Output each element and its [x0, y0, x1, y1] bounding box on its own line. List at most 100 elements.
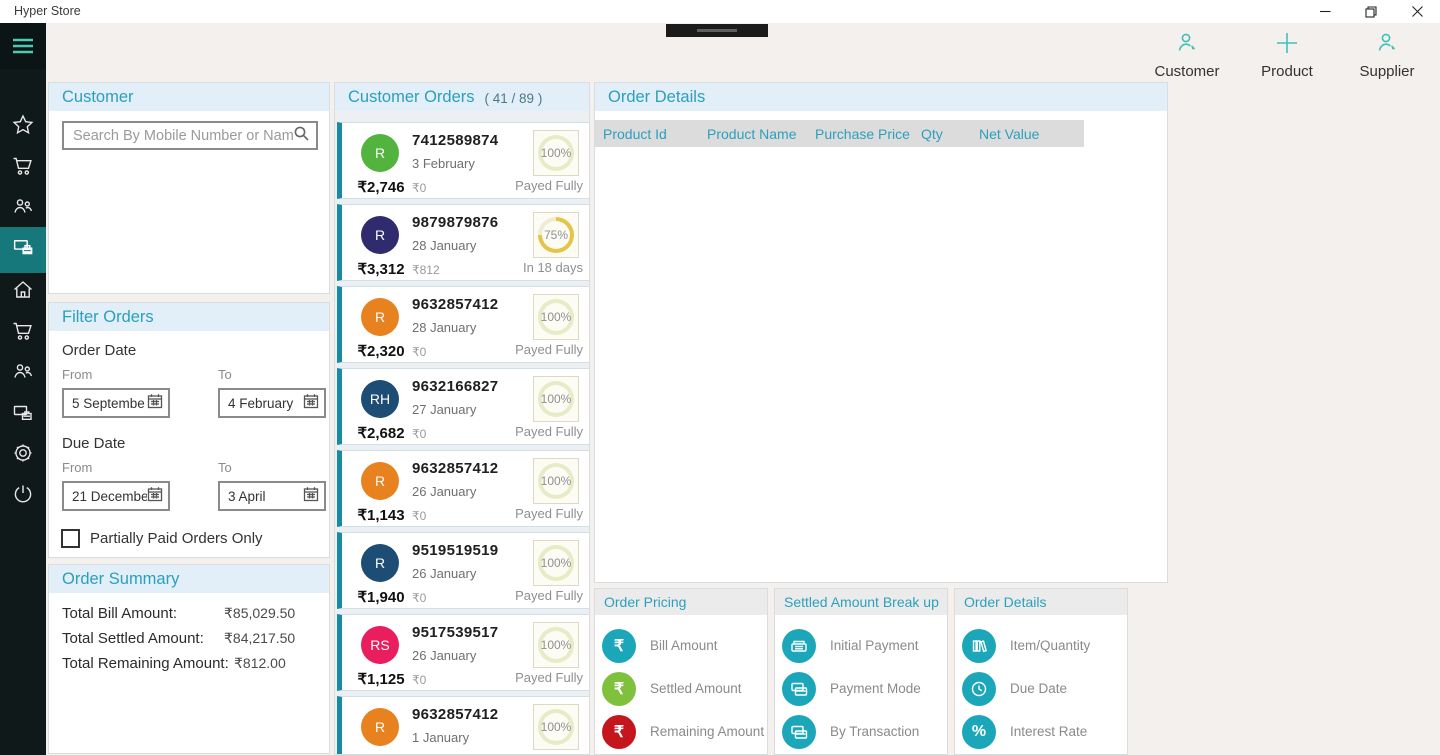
remaining-amount-label: Remaining Amount [650, 724, 765, 739]
add-supplier-button[interactable]: Supplier [1350, 23, 1424, 82]
legend-item-payment-mode: Payment Mode [782, 667, 947, 710]
sidebar-item-orders-selected[interactable] [0, 227, 46, 273]
col-net-value: Net Value [979, 125, 1040, 142]
due-date-to-picker[interactable]: 3 April [218, 481, 326, 511]
col-product-name: Product Name [707, 125, 797, 142]
top-toolbar: Customer Product Supplier [1150, 23, 1440, 82]
calendar-icon [303, 393, 319, 414]
avatar: R [361, 708, 399, 746]
payment-cards-icon [782, 671, 816, 706]
order-remaining: ₹812 [412, 263, 440, 277]
due-date-from-picker[interactable]: 21 Decembe [62, 481, 170, 511]
summary-panel-header: Order Summary [49, 565, 329, 593]
legend-item-remaining-amount: ₹ Remaining Amount [602, 710, 767, 753]
order-card[interactable]: R 9632857412 28 January ₹2,320 ₹0 100% P… [337, 286, 589, 363]
col-qty: Qty [921, 125, 943, 142]
progress-percent: 100% [540, 638, 572, 652]
avatar: RH [361, 380, 399, 418]
customer-panel: Customer Search By Mobile Number or Name [48, 82, 330, 294]
progress-ring [538, 381, 574, 417]
details-panel-header: Order Details [595, 83, 1167, 111]
add-customer-button[interactable]: Customer [1150, 23, 1224, 82]
order-card[interactable]: R 9632857412 1 January ₹210 100% [337, 696, 589, 754]
order-pricing-title: Order Pricing [604, 594, 687, 610]
sidebar-item-home[interactable] [0, 271, 46, 313]
order-status: Payed Fully [515, 424, 583, 439]
sidebar-item-customers-2[interactable] [0, 352, 46, 394]
order-amount: ₹1,143 [357, 507, 405, 524]
legend-item-bill-amount: ₹ Bill Amount [602, 624, 767, 667]
order-details-legend-panel: Order Details Item/Quantity Due Date % I… [954, 588, 1128, 755]
order-card[interactable]: RS 9517539517 26 January ₹1,125 ₹0 100% … [337, 614, 589, 691]
orders-list[interactable]: R 7412589874 3 February ₹2,746 ₹0 100% P… [337, 122, 589, 754]
customer-search-input[interactable]: Search By Mobile Number or Name [62, 121, 318, 150]
clock-icon [962, 671, 996, 706]
order-status: Payed Fully [515, 588, 583, 603]
order-details-legend-title: Order Details [964, 594, 1047, 610]
search-placeholder: Search By Mobile Number or Name [73, 127, 293, 144]
order-status: Payed Fully [515, 342, 583, 357]
order-date: 27 January [412, 402, 477, 417]
partially-paid-label: Partially Paid Orders Only [90, 530, 263, 547]
due-date-from-value: 21 Decembe [72, 488, 147, 504]
minimize-button[interactable] [1302, 0, 1348, 23]
hamburger-menu-icon[interactable] [0, 23, 46, 69]
order-remaining: ₹0 [412, 509, 427, 523]
total-settled-label: Total Settled Amount: [62, 630, 204, 647]
order-phone: 9632166827 [412, 378, 499, 395]
progress-badge: 100% [533, 540, 579, 586]
sidebar-item-cart[interactable] [0, 147, 46, 189]
avatar: R [361, 216, 399, 254]
order-date: 26 January [412, 566, 477, 581]
order-card[interactable]: RH 9632166827 27 January ₹2,682 ₹0 100% … [337, 368, 589, 445]
titlebar: Hyper Store [0, 0, 1440, 23]
sidebar-item-settings[interactable] [0, 434, 46, 476]
order-date-from-picker[interactable]: 5 Septembe [62, 388, 170, 418]
sidebar-item-pos-2[interactable] [0, 394, 46, 436]
order-details-panel: Order Details Product Id Product Name Pu… [594, 82, 1168, 583]
due-date-legend-label: Due Date [1010, 681, 1068, 696]
order-status: In 18 days [523, 260, 583, 275]
sidebar-item-favorites[interactable] [0, 106, 46, 148]
progress-badge: 100% [533, 704, 579, 750]
legend-item-item-quantity: Item/Quantity [962, 624, 1127, 667]
calendar-icon [303, 486, 319, 507]
progress-ring [538, 627, 574, 663]
settled-amount-label: Settled Amount [650, 681, 742, 696]
tablet-handle-bar[interactable] [666, 24, 768, 37]
order-from-label: From [62, 367, 93, 382]
progress-ring [538, 709, 574, 745]
progress-badge: 100% [533, 294, 579, 340]
sidebar-item-cart-2[interactable] [0, 312, 46, 354]
close-button[interactable] [1394, 0, 1440, 23]
progress-ring [538, 135, 574, 171]
order-card[interactable]: R 9879879876 28 January ₹3,312 ₹812 75% … [337, 204, 589, 281]
avatar: R [361, 544, 399, 582]
order-card[interactable]: R 7412589874 3 February ₹2,746 ₹0 100% P… [337, 122, 589, 199]
order-card[interactable]: R 9519519519 26 January ₹1,940 ₹0 100% P… [337, 532, 589, 609]
partially-paid-checkbox[interactable] [61, 529, 80, 548]
sidebar-item-power[interactable] [0, 475, 46, 517]
summary-row: Total Settled Amount: ₹84,217.50 [62, 630, 318, 647]
total-bill-label: Total Bill Amount: [62, 605, 178, 622]
order-date-to-value: 4 February [228, 395, 294, 411]
order-card[interactable]: R 9632857412 26 January ₹1,143 ₹0 100% P… [337, 450, 589, 527]
order-amount: ₹2,320 [357, 343, 405, 360]
person-add-icon [1374, 30, 1400, 61]
sidebar-item-customers[interactable] [0, 187, 46, 229]
order-status: Payed Fully [515, 506, 583, 521]
home-icon [11, 278, 35, 307]
col-product-id: Product Id [603, 125, 667, 142]
order-phone: 9632857412 [412, 296, 499, 313]
legend-item-settled-amount: ₹ Settled Amount [602, 667, 767, 710]
order-summary-panel: Order Summary Total Bill Amount: ₹85,029… [48, 564, 330, 754]
by-transaction-label: By Transaction [830, 724, 920, 739]
order-phone: 9632857412 [412, 706, 499, 723]
settled-breakup-title: Settled Amount Break up [784, 594, 939, 610]
order-date-to-picker[interactable]: 4 February [218, 388, 326, 418]
add-product-button[interactable]: Product [1250, 23, 1324, 82]
order-date: 26 January [412, 648, 477, 663]
legend-item-initial-payment: Initial Payment [782, 624, 947, 667]
order-date-label: Order Date [62, 342, 137, 359]
restore-button[interactable] [1348, 0, 1394, 23]
